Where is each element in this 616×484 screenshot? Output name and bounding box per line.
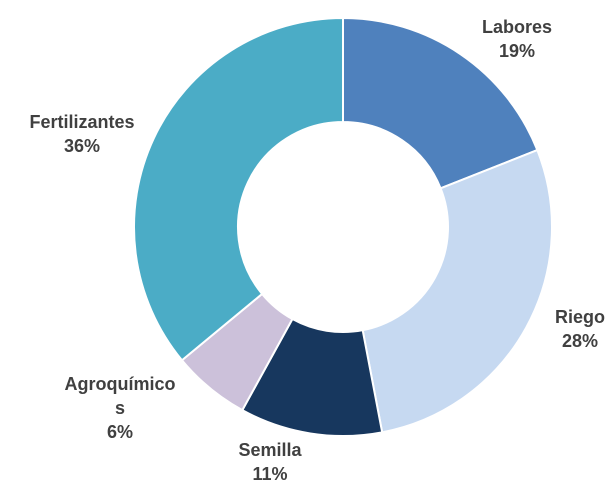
donut-slice: [342, 16, 539, 190]
value-label: 28%: [561, 331, 599, 351]
category-label: Agroquímicos: [64, 374, 176, 418]
category-label: Riego: [554, 307, 605, 327]
slice-label: Labores 19%: [457, 15, 577, 63]
value-label: 36%: [63, 136, 101, 156]
slice-label: Riego 28%: [540, 305, 616, 353]
value-label: 19%: [498, 41, 536, 61]
slice-label: Semilla 11%: [220, 438, 320, 484]
donut-slice: [361, 148, 553, 434]
category-label: Semilla: [238, 440, 302, 460]
category-label: Labores: [481, 17, 553, 37]
category-label: Fertilizantes: [29, 112, 135, 132]
slice-label: Fertilizantes 36%: [2, 110, 162, 158]
donut-slice: [133, 16, 344, 362]
value-label: 11%: [252, 464, 288, 484]
value-label: 6%: [106, 422, 133, 442]
slice-label: Agroquímicos 6%: [61, 372, 179, 444]
